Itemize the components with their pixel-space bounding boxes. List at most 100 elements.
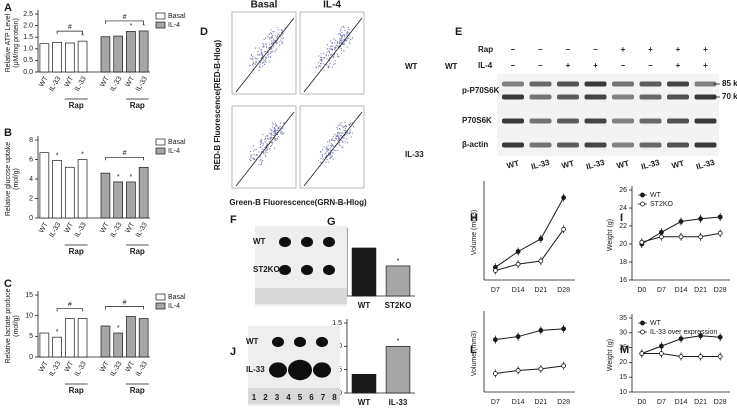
flow-gate	[235, 111, 295, 187]
tumor	[323, 264, 335, 276]
x-tick-label: D14	[675, 399, 688, 406]
x-tick-label: D7	[491, 399, 500, 406]
flow-dot	[331, 145, 333, 147]
y-tick-label: 15	[25, 292, 33, 299]
flow-dot	[326, 150, 328, 152]
flow-dot	[343, 33, 345, 36]
condition-value: –	[511, 45, 516, 54]
band	[557, 81, 579, 87]
tumor	[313, 362, 331, 378]
point	[659, 343, 664, 349]
ruler-label: 7	[321, 393, 326, 402]
flow-dot	[272, 131, 275, 133]
point	[698, 354, 703, 359]
flow-dot	[328, 141, 331, 143]
row-label: P70S6K	[462, 116, 492, 125]
bar	[113, 35, 123, 73]
flow-dot	[262, 143, 264, 145]
flow-dot	[334, 140, 336, 142]
point	[538, 366, 544, 372]
y-tick-label: 1.5	[332, 320, 342, 327]
y-tick-label: 16	[619, 277, 627, 284]
flow-dot	[280, 130, 282, 132]
legend-swatch	[155, 293, 166, 301]
flow-dot	[331, 155, 333, 158]
group-label: Rap	[69, 247, 84, 256]
flow-dot	[268, 61, 270, 63]
flow-dot	[269, 55, 272, 57]
flow-dot	[324, 56, 326, 59]
flow-dot	[272, 34, 274, 36]
point	[538, 258, 544, 264]
x-tick-label: D21	[694, 399, 707, 406]
x-tick-label: D14	[512, 399, 525, 406]
flow-dot	[326, 159, 328, 161]
flow-dot	[275, 49, 277, 52]
flow-dot	[337, 149, 339, 152]
y-axis-label: (mol/g)	[13, 168, 20, 190]
flow-dot	[336, 128, 339, 130]
flow-dot	[277, 29, 279, 31]
legend-swatch	[155, 12, 166, 20]
flow-dot	[333, 55, 335, 58]
flow-dot	[261, 53, 263, 55]
flow-dot	[328, 65, 330, 67]
flow-dot	[348, 28, 350, 31]
legend-label: WT	[650, 320, 662, 327]
series-line	[495, 229, 565, 271]
flow-dot	[338, 132, 340, 135]
ruler-label: 4	[286, 393, 291, 402]
x-tick-label: ST2KO	[385, 301, 412, 310]
point	[639, 239, 645, 245]
flow-dot	[264, 59, 267, 61]
flow-dot	[258, 151, 260, 153]
flow-dot	[338, 142, 341, 144]
band	[667, 118, 689, 124]
flow-dot	[268, 53, 270, 55]
significance-marker: *	[142, 23, 145, 30]
band	[612, 118, 634, 124]
flow-dot	[341, 37, 343, 39]
flow-dot	[322, 52, 324, 54]
flow-dot	[271, 47, 273, 49]
panel-label: D	[200, 26, 208, 38]
flow-dot	[259, 156, 261, 158]
x-tick-label: D28	[557, 287, 570, 294]
flow-dot	[282, 33, 284, 35]
bar	[351, 247, 377, 297]
flow-dot	[266, 151, 268, 153]
legend-label: Basal	[168, 13, 186, 20]
y-tick-label: 25	[619, 344, 627, 351]
flow-dot	[263, 51, 266, 53]
legend-marker	[640, 192, 645, 198]
flow-dot	[346, 138, 348, 140]
flow-dot	[276, 26, 278, 29]
flow-dot	[345, 124, 347, 127]
photo-row-label: WT	[246, 337, 259, 346]
flow-dot	[258, 47, 260, 49]
flow-plot	[299, 105, 365, 189]
flow-plot	[231, 11, 297, 95]
flow-dot	[281, 133, 283, 135]
bracket-label: #	[123, 14, 127, 21]
flow-dot	[334, 42, 336, 44]
flow-dot	[276, 35, 279, 37]
condition-value: –	[648, 61, 653, 70]
x-tick-label: IL-33	[389, 398, 408, 407]
flow-dot	[255, 154, 258, 156]
flow-dot	[328, 66, 330, 68]
flow-dot	[326, 48, 328, 50]
flow-dot	[346, 30, 348, 33]
flow-dot	[350, 38, 352, 41]
flow-dot	[323, 57, 325, 59]
panel-label: B	[4, 127, 12, 139]
tumor	[279, 264, 291, 276]
band	[557, 94, 579, 100]
y-axis-label: (μM/mg protein)	[13, 18, 20, 68]
flow-dot	[331, 66, 334, 68]
flow-dot	[334, 60, 336, 62]
flow-dot	[346, 132, 348, 134]
flow-dot	[327, 66, 329, 68]
flow-dot	[349, 129, 351, 131]
x-tick-label: D28	[714, 399, 727, 406]
